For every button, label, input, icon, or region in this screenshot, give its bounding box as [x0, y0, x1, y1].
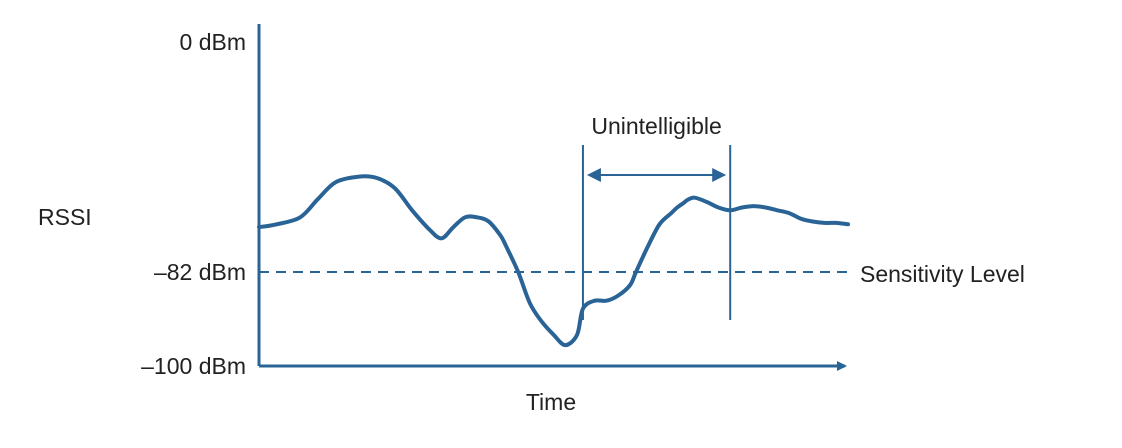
arrowhead-left-icon — [586, 168, 601, 182]
sensitivity-level-label: Sensitivity Level — [860, 261, 1025, 287]
arrowhead-right-icon — [712, 168, 727, 182]
y-tick-label-0dbm: 0 dBm — [180, 29, 246, 55]
y-tick-label-100dbm: –100 dBm — [141, 353, 246, 379]
y-axis-label: RSSI — [38, 204, 92, 230]
unintelligible-label: Unintelligible — [591, 113, 721, 139]
y-tick-label-82dbm: –82 dBm — [154, 259, 246, 285]
rssi-signal-line — [257, 174, 850, 348]
x-axis-label: Time — [526, 389, 576, 415]
